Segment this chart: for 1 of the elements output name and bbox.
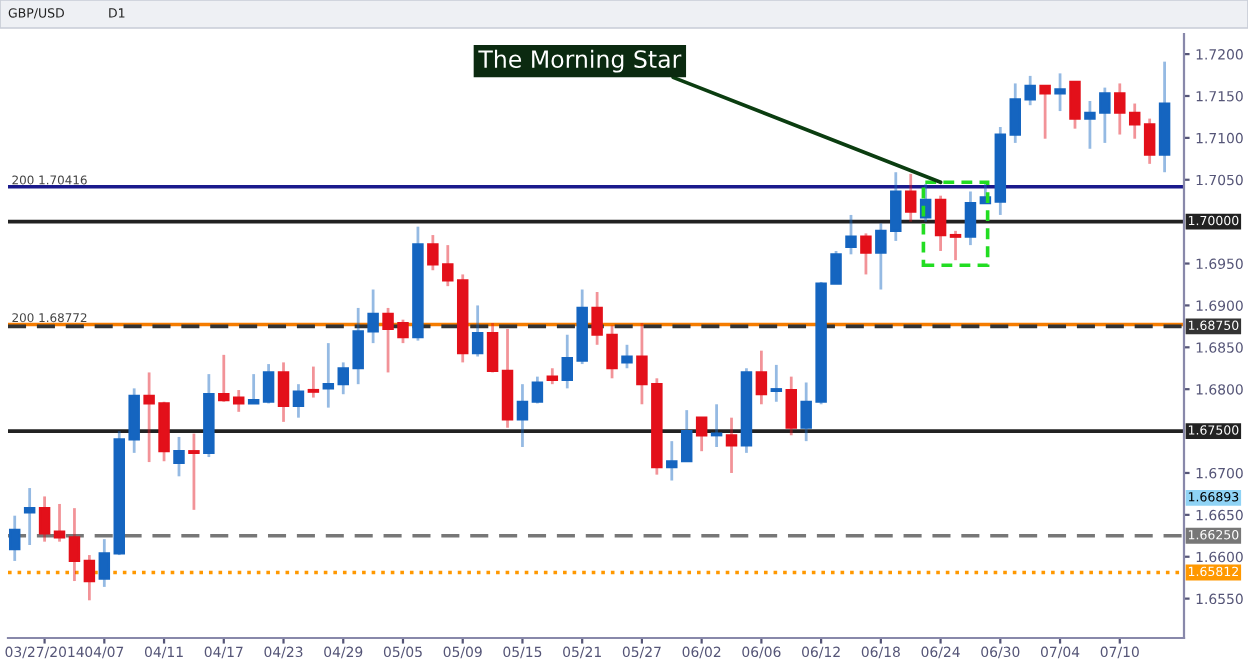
annotation: The Morning Star [478, 49, 682, 73]
